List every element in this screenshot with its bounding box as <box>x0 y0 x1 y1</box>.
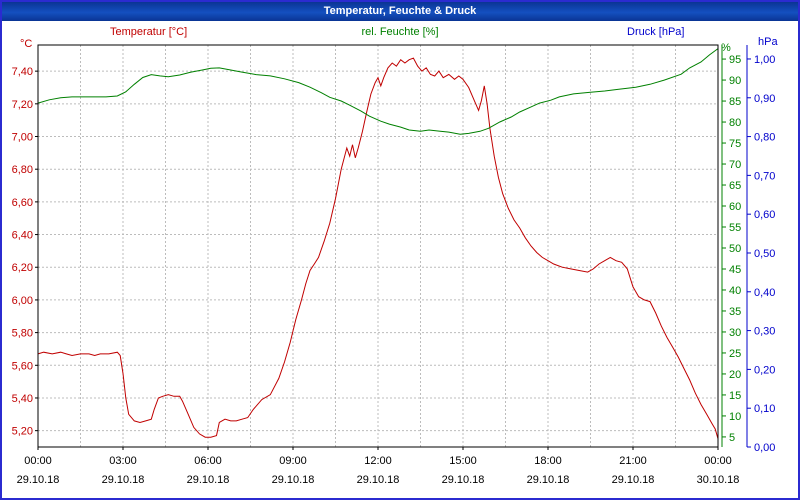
date-tick-label: 29.10.18 <box>442 474 485 486</box>
humidity-tick-label: 65 <box>729 180 741 192</box>
humidity-tick-label: 25 <box>729 348 741 360</box>
humidity-tick-label: 15 <box>729 390 741 402</box>
pressure-tick-label: 1,00 <box>754 54 775 66</box>
humidity-tick-label: 20 <box>729 369 741 381</box>
pressure-tick-label: 0,40 <box>754 287 775 299</box>
humidity-tick-label: 80 <box>729 117 741 129</box>
humidity-tick-label: 5 <box>729 432 735 444</box>
temperature-tick-label: 5,40 <box>12 393 33 405</box>
humidity-tick-label: 55 <box>729 222 741 234</box>
temperature-tick-label: 5,20 <box>12 426 33 438</box>
date-tick-label: 29.10.18 <box>102 474 145 486</box>
pressure-tick-label: 0,50 <box>754 248 775 260</box>
time-tick-label: 12:00 <box>364 455 392 467</box>
time-tick-label: 21:00 <box>619 455 647 467</box>
date-tick-label: 29.10.18 <box>527 474 570 486</box>
date-tick-label: 29.10.18 <box>187 474 230 486</box>
date-tick-label: 29.10.18 <box>357 474 400 486</box>
humidity-tick-label: 40 <box>729 285 741 297</box>
temperature-tick-label: 6,20 <box>12 262 33 274</box>
pressure-tick-label: 0,00 <box>754 442 775 454</box>
time-tick-label: 03:00 <box>109 455 137 467</box>
humidity-tick-label: 30 <box>729 327 741 339</box>
temperature-tick-label: 7,20 <box>12 99 33 111</box>
humidity-tick-label: 70 <box>729 159 741 171</box>
temperature-tick-label: 6,80 <box>12 164 33 176</box>
temperature-tick-label: 6,60 <box>12 197 33 209</box>
pressure-tick-label: 0,60 <box>754 209 775 221</box>
date-tick-label: 29.10.18 <box>612 474 655 486</box>
series-temperature <box>37 57 719 439</box>
pressure-tick-label: 0,70 <box>754 170 775 182</box>
humidity-tick-label: 90 <box>729 75 741 87</box>
pressure-tick-label: 0,80 <box>754 132 775 144</box>
unit-hpa: hPa <box>758 36 778 48</box>
humidity-tick-label: 45 <box>729 264 741 276</box>
window-title: Temperatur, Feuchte & Druck <box>323 5 477 17</box>
unit-percent: % <box>721 42 731 54</box>
time-tick-label: 00:00 <box>24 455 52 467</box>
pressure-tick-label: 0,90 <box>754 93 775 105</box>
series-humidity <box>37 48 719 135</box>
humidity-tick-label: 10 <box>729 411 741 423</box>
humidity-tick-label: 85 <box>729 96 741 108</box>
temperature-tick-label: 6,00 <box>12 295 33 307</box>
temperature-tick-label: 6,40 <box>12 230 33 242</box>
legend-humidity: rel. Feuchte [%] <box>361 26 439 38</box>
time-tick-label: 18:00 <box>534 455 562 467</box>
grid-lines <box>38 45 718 447</box>
date-tick-label: 29.10.18 <box>17 474 60 486</box>
legend-pressure: Druck [hPa] <box>627 26 685 38</box>
unit-celsius: °C <box>20 38 33 50</box>
temperature-tick-label: 5,60 <box>12 360 33 372</box>
time-tick-label: 06:00 <box>194 455 222 467</box>
temperature-tick-label: 7,00 <box>12 132 33 144</box>
legend-temperature: Temperatur [°C] <box>110 26 188 38</box>
time-tick-label: 15:00 <box>449 455 477 467</box>
humidity-tick-label: 75 <box>729 138 741 150</box>
humidity-tick-label: 50 <box>729 243 741 255</box>
pressure-tick-label: 0,20 <box>754 364 775 376</box>
pressure-tick-label: 0,10 <box>754 403 775 415</box>
title-bar: Temperatur, Feuchte & Druck <box>2 2 798 21</box>
date-tick-label: 30.10.18 <box>697 474 740 486</box>
humidity-tick-label: 60 <box>729 201 741 213</box>
date-tick-label: 29.10.18 <box>272 474 315 486</box>
humidity-tick-label: 95 <box>729 54 741 66</box>
temperature-tick-label: 5,80 <box>12 328 33 340</box>
time-tick-label: 00:00 <box>704 455 732 467</box>
temperature-tick-label: 7,40 <box>12 66 33 78</box>
humidity-tick-label: 35 <box>729 306 741 318</box>
time-tick-label: 09:00 <box>279 455 307 467</box>
pressure-tick-label: 0,30 <box>754 326 775 338</box>
